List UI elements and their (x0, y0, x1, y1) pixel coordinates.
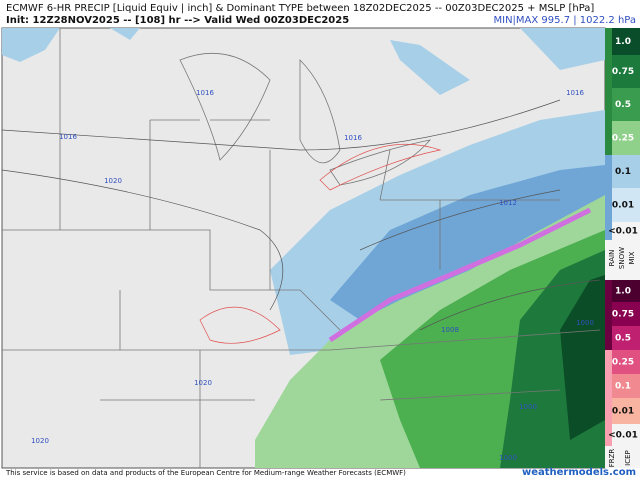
legend-strip (605, 326, 612, 350)
legend-label: 0.25 (612, 358, 634, 368)
legend-strip (605, 424, 612, 446)
mix-band (328, 207, 592, 343)
header-init: Init: 12Z28NOV2025 -- [108] hr --> Valid… (6, 15, 349, 26)
legend-strip (605, 302, 612, 326)
temp-contours (199, 144, 442, 344)
isobar-label: 1008 (441, 326, 459, 334)
isobar-label: 1000 (576, 319, 594, 327)
legend-swatch (612, 55, 640, 88)
legend: 1.0 0.75 0.5 0.25 0.1 0.01 <0.01 RAIN SNOW MIX 1.0… (605, 28, 640, 468)
isobars (1, 99, 601, 331)
legend-label: 0.75 (612, 310, 634, 320)
legend-label: 1.0 (615, 37, 631, 47)
legend-label: 0.1 (615, 382, 631, 392)
isobar-label: 1016 (59, 133, 77, 141)
isobar-label: 1020 (194, 379, 212, 387)
isobar-labels: 1016 1016 1016 1020 1016 1012 1020 1020 1008 1000… (31, 89, 594, 462)
legend-type: FRZR (608, 449, 616, 468)
legend-swatch (612, 155, 640, 188)
legend-strip (605, 222, 612, 240)
legend-label: 0.01 (612, 407, 634, 417)
legend-type: SNOW (618, 247, 626, 269)
legend-label: 0.01 (612, 201, 634, 211)
isobar-label: 1016 (196, 89, 214, 97)
isobar-label: 1020 (31, 437, 49, 445)
isobar-label: 1016 (344, 134, 362, 142)
legend-swatch (612, 88, 640, 121)
map: 1016 1016 1016 1020 1016 1012 1020 1020 1008 1000… (1, 27, 606, 469)
legend-type: MIX (628, 251, 636, 264)
legend-strip (605, 188, 612, 222)
legend-swatch (612, 424, 640, 446)
legend-label: 0.25 (612, 134, 634, 144)
isobar-label: 1000 (499, 454, 517, 462)
legend-label: 0.5 (615, 100, 631, 110)
borders (2, 28, 601, 468)
header-title: ECMWF 6-HR PRECIP [Liquid Equiv | inch] … (6, 3, 594, 14)
isobar-label: 1000 (519, 403, 537, 411)
legend-label: 0.5 (615, 334, 631, 344)
legend-strip (605, 398, 612, 424)
legend-swatch (612, 280, 640, 302)
footer-site: weathermodels.com (522, 467, 636, 478)
legend-strip (605, 88, 612, 121)
legend-type: ICEP (624, 450, 632, 466)
legend-swatch (612, 222, 640, 240)
rain-very-heavy (560, 275, 605, 440)
legend-type: RAIN (608, 250, 616, 267)
legend-swatch (612, 302, 640, 326)
legend-swatch (612, 121, 640, 155)
snow-light (2, 28, 605, 95)
legend-strip (605, 155, 612, 188)
legend-swatch (612, 188, 640, 222)
legend-label: <0.01 (608, 431, 638, 441)
legend-strip (605, 350, 612, 374)
legend-strip (605, 280, 612, 302)
legend-swatch (612, 326, 640, 350)
legend-label: 1.0 (615, 287, 631, 297)
legend-label: 0.75 (612, 67, 634, 77)
legend-swatch (612, 398, 640, 424)
legend-strip (605, 55, 612, 88)
snow-moderate (330, 165, 605, 320)
isobar-label: 1012 (499, 199, 517, 207)
legend-strip (605, 121, 612, 155)
legend-label: 0.1 (615, 167, 631, 177)
footer-credit: This service is based on data and produc… (5, 469, 406, 477)
legend-label: <0.01 (608, 227, 638, 237)
legend-swatch (612, 374, 640, 398)
legend-swatch (612, 28, 640, 55)
isobar-label: 1020 (104, 177, 122, 185)
legend-strip (605, 374, 612, 398)
legend-swatch (612, 350, 640, 374)
min-max: MIN|MAX 995.7 | 1022.2 hPa (494, 15, 637, 26)
legend-strip (605, 28, 612, 55)
isobar-label: 1016 (566, 89, 584, 97)
